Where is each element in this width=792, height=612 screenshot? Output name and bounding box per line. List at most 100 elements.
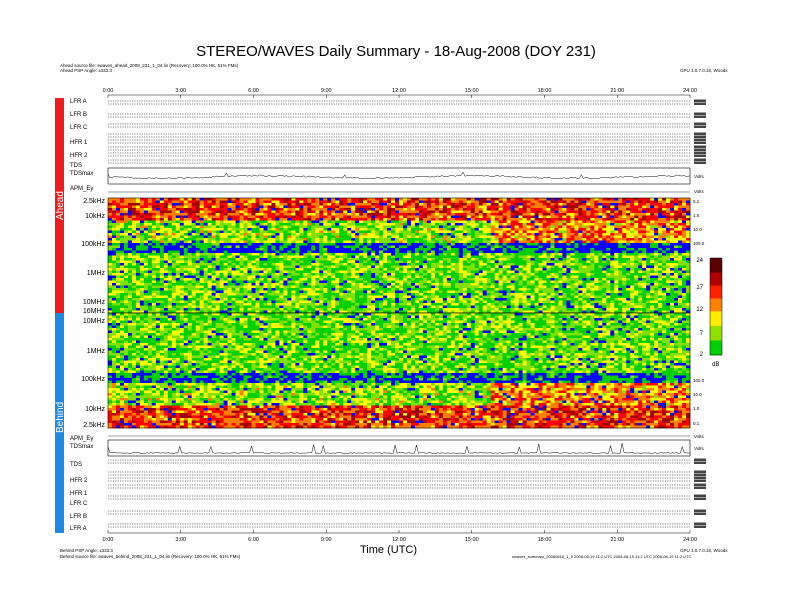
ahead-spectrogram-cell (243, 215, 248, 219)
ahead-spectrogram-cell (359, 243, 364, 246)
ahead-spectrogram-cell (438, 220, 444, 224)
ahead-spectrogram-cell (323, 198, 328, 201)
ahead-spectrogram-cell (438, 218, 444, 221)
ahead-spectrogram-cell (438, 280, 444, 284)
ahead-spectrogram-cell (151, 210, 157, 214)
ahead-spectrogram-cell (259, 210, 264, 214)
ahead-spectrogram-cell (283, 268, 288, 271)
ahead-spectrogram-cell (426, 253, 432, 256)
ahead-spectrogram-cell (574, 225, 579, 229)
ahead-spectrogram-cell (682, 223, 687, 226)
ahead-spectrogram-cell (223, 260, 228, 264)
ahead-spectrogram-cell (674, 215, 679, 219)
ahead-spectrogram-cell (482, 198, 487, 201)
ahead-spectrogram-cell (139, 273, 145, 276)
ahead-spectrogram-cell (335, 250, 340, 254)
ahead-spectrogram-cell (618, 248, 623, 251)
ahead-spectrogram-cell (179, 230, 185, 234)
ahead-spectrogram-cell (498, 213, 503, 216)
ahead-spectrogram-cell (167, 268, 173, 271)
ahead-spectrogram-cell (143, 203, 149, 206)
ahead-spectrogram-cell (227, 258, 232, 261)
ahead-spectrogram-cell (383, 243, 388, 246)
ahead-spectrogram-cell (470, 280, 476, 284)
ahead-spectrogram-cell (399, 275, 404, 279)
ahead-spectrogram-cell (486, 268, 491, 271)
ahead-spectrogram-cell (131, 263, 137, 266)
ahead-spectrogram-cell (622, 223, 627, 226)
ahead-spectrogram-cell (335, 218, 340, 221)
ahead-spectrogram-cell (239, 243, 244, 246)
ahead-spectrogram-cell (207, 275, 212, 279)
ahead-spectrogram-cell (506, 258, 511, 261)
ahead-spectrogram-cell (538, 198, 543, 201)
ahead-spectrogram-cell (466, 255, 472, 259)
ahead-spectrogram-cell (402, 253, 408, 256)
ahead-spectrogram-cell (670, 220, 675, 224)
ahead-spectrogram-cell (395, 200, 400, 204)
ahead-spectrogram-cell (351, 280, 356, 284)
ahead-spectrogram-cell (255, 223, 260, 226)
ahead-spectrogram-cell (275, 218, 280, 221)
ahead-spectrogram-cell (474, 220, 480, 224)
ahead-spectrogram-cell (251, 255, 256, 259)
ahead-spectrogram-cell (470, 238, 476, 241)
ahead-spectrogram-cell (582, 235, 587, 239)
ahead-spectrogram-cell (119, 250, 125, 254)
ahead-spectrogram-cell (379, 253, 384, 256)
ahead-spectrogram-cell (291, 253, 296, 256)
ahead-spectrogram-cell (402, 208, 408, 211)
ahead-spectrogram-cell (287, 260, 292, 264)
ahead-spectrogram-cell (387, 265, 392, 269)
ahead-spectrogram-cell (406, 273, 412, 276)
ahead-spectrogram-cell (211, 233, 216, 236)
ahead-spectrogram-cell (311, 240, 316, 244)
ahead-spectrogram-cell (510, 270, 515, 274)
ahead-spectrogram-cell (654, 198, 659, 201)
ahead-spectrogram-cell (566, 275, 571, 279)
ahead-spectrogram-cell (542, 263, 547, 266)
ahead-spectrogram-cell (287, 208, 292, 211)
ahead-spectrogram-cell (211, 200, 216, 204)
ahead-spectrogram-cell (363, 243, 368, 246)
ahead-spectrogram-cell (514, 250, 519, 254)
ahead-spectrogram-cell (554, 230, 559, 234)
ahead-spectrogram-cell (466, 205, 472, 209)
ahead-spectrogram-cell (279, 233, 284, 236)
ahead-spectrogram-cell (223, 213, 228, 216)
ahead-spectrogram-cell (530, 223, 535, 226)
ahead-spectrogram-cell (279, 213, 284, 216)
ahead-spectrogram-cell (686, 200, 691, 204)
ahead-spectrogram-cell (127, 248, 133, 251)
ahead-spectrogram-cell (686, 273, 691, 276)
ahead-spectrogram-cell (558, 253, 563, 256)
ahead-spectrogram-cell (211, 220, 216, 224)
ahead-spectrogram-cell (562, 235, 567, 239)
ahead-spectrogram-cell (446, 210, 452, 214)
ahead-spectrogram-cell (335, 253, 340, 256)
ahead-spectrogram-cell (542, 275, 547, 279)
ahead-spectrogram-cell (542, 238, 547, 241)
ahead-spectrogram-cell (522, 273, 527, 276)
ahead-spectrogram-cell (566, 265, 571, 269)
ahead-spectrogram-cell (155, 223, 161, 226)
ahead-spectrogram-cell (594, 273, 599, 276)
ahead-spectrogram-cell (175, 235, 181, 239)
ahead-spectrogram-cell (674, 235, 679, 239)
ahead-spectrogram-cell (678, 260, 683, 264)
ahead-spectrogram-cell (522, 213, 527, 216)
ahead-spectrogram-cell (387, 198, 392, 201)
ahead-spectrogram-cell (622, 275, 627, 279)
ahead-spectrogram-cell (510, 230, 515, 234)
ahead-spectrogram-cell (558, 210, 563, 214)
ahead-spectrogram-cell (335, 245, 340, 249)
ahead-spectrogram-cell (566, 200, 571, 204)
ahead-spectrogram-cell (646, 240, 651, 244)
ahead-spectrogram-cell (387, 253, 392, 256)
ahead-spectrogram-cell (303, 275, 308, 279)
ahead-spectrogram-cell (418, 205, 424, 209)
ahead-spectrogram-cell (323, 218, 328, 221)
ahead-spectrogram-cell (562, 238, 567, 241)
ahead-spectrogram-cell (618, 223, 623, 226)
ahead-spectrogram-cell (239, 248, 244, 251)
